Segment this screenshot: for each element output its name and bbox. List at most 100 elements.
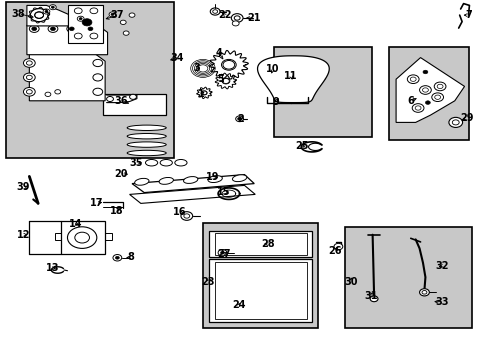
- Text: 11: 11: [284, 71, 297, 81]
- Text: 2: 2: [237, 114, 244, 124]
- Text: 5: 5: [217, 74, 224, 84]
- Circle shape: [109, 12, 116, 17]
- Polygon shape: [129, 185, 255, 203]
- Text: 17: 17: [90, 198, 103, 208]
- Circle shape: [93, 88, 102, 95]
- Text: 10: 10: [265, 64, 279, 74]
- Circle shape: [120, 20, 126, 24]
- Text: 25: 25: [295, 141, 308, 151]
- Text: 7: 7: [464, 10, 471, 20]
- Circle shape: [234, 16, 240, 20]
- Circle shape: [77, 16, 84, 21]
- Text: 26: 26: [327, 246, 341, 256]
- Bar: [388, 47, 468, 140]
- Circle shape: [436, 84, 442, 89]
- Polygon shape: [27, 25, 107, 55]
- Circle shape: [115, 256, 119, 259]
- Circle shape: [407, 75, 418, 84]
- Circle shape: [74, 8, 82, 14]
- Circle shape: [422, 70, 427, 74]
- Circle shape: [220, 251, 224, 254]
- Circle shape: [45, 10, 48, 13]
- Circle shape: [69, 27, 74, 31]
- Text: 8: 8: [127, 252, 134, 262]
- Circle shape: [448, 117, 462, 127]
- Bar: [215, 233, 306, 255]
- Polygon shape: [209, 231, 311, 257]
- Ellipse shape: [160, 159, 172, 166]
- Text: 12: 12: [17, 230, 30, 240]
- Circle shape: [23, 87, 35, 96]
- Circle shape: [88, 27, 93, 31]
- Circle shape: [26, 61, 32, 65]
- Text: 29: 29: [459, 113, 473, 123]
- Circle shape: [210, 8, 220, 15]
- Circle shape: [26, 75, 32, 80]
- Text: 27: 27: [217, 249, 230, 259]
- Circle shape: [232, 21, 239, 26]
- Circle shape: [421, 291, 426, 294]
- Text: 15: 15: [217, 186, 230, 197]
- Circle shape: [82, 19, 92, 26]
- Polygon shape: [395, 58, 464, 122]
- Circle shape: [409, 77, 415, 81]
- Circle shape: [419, 289, 428, 296]
- Circle shape: [74, 33, 82, 39]
- Text: 36: 36: [114, 96, 128, 106]
- Circle shape: [425, 101, 429, 104]
- Text: 34: 34: [170, 53, 183, 63]
- Circle shape: [237, 117, 241, 120]
- Bar: [55, 233, 62, 240]
- Circle shape: [434, 95, 440, 99]
- Polygon shape: [27, 5, 68, 26]
- Text: 28: 28: [261, 239, 274, 249]
- Circle shape: [433, 82, 445, 91]
- Text: 38: 38: [12, 9, 25, 19]
- Ellipse shape: [127, 150, 166, 156]
- Circle shape: [235, 116, 243, 122]
- Circle shape: [431, 93, 443, 102]
- Bar: [104, 233, 112, 240]
- Ellipse shape: [207, 176, 222, 183]
- Ellipse shape: [134, 178, 149, 185]
- Circle shape: [51, 6, 54, 8]
- Circle shape: [106, 96, 113, 102]
- Circle shape: [183, 214, 189, 218]
- Text: 1: 1: [198, 89, 204, 99]
- Text: 3: 3: [193, 63, 200, 73]
- Text: 35: 35: [129, 158, 142, 168]
- Text: 20: 20: [114, 168, 128, 179]
- Circle shape: [369, 296, 377, 302]
- Circle shape: [79, 18, 82, 20]
- Circle shape: [48, 25, 58, 32]
- Circle shape: [29, 25, 39, 32]
- Polygon shape: [61, 221, 105, 254]
- Polygon shape: [209, 259, 311, 322]
- Text: 24: 24: [231, 300, 245, 310]
- Circle shape: [23, 73, 35, 82]
- Bar: [215, 262, 306, 319]
- Text: 16: 16: [173, 207, 186, 217]
- Circle shape: [129, 94, 136, 99]
- Circle shape: [129, 13, 135, 17]
- Circle shape: [93, 59, 102, 67]
- Circle shape: [90, 8, 98, 14]
- Ellipse shape: [183, 176, 198, 184]
- Circle shape: [85, 25, 95, 32]
- Circle shape: [223, 60, 234, 69]
- Text: 37: 37: [110, 10, 124, 21]
- Circle shape: [202, 91, 206, 95]
- Polygon shape: [29, 54, 105, 101]
- Circle shape: [35, 12, 43, 18]
- Circle shape: [451, 120, 458, 125]
- Circle shape: [113, 255, 122, 261]
- Text: 13: 13: [46, 263, 60, 273]
- Text: 21: 21: [247, 13, 261, 23]
- Text: 32: 32: [435, 261, 448, 271]
- Circle shape: [218, 249, 226, 256]
- Circle shape: [111, 13, 114, 15]
- Bar: [203, 223, 317, 328]
- Circle shape: [67, 227, 97, 248]
- Circle shape: [67, 25, 77, 32]
- Circle shape: [55, 90, 61, 94]
